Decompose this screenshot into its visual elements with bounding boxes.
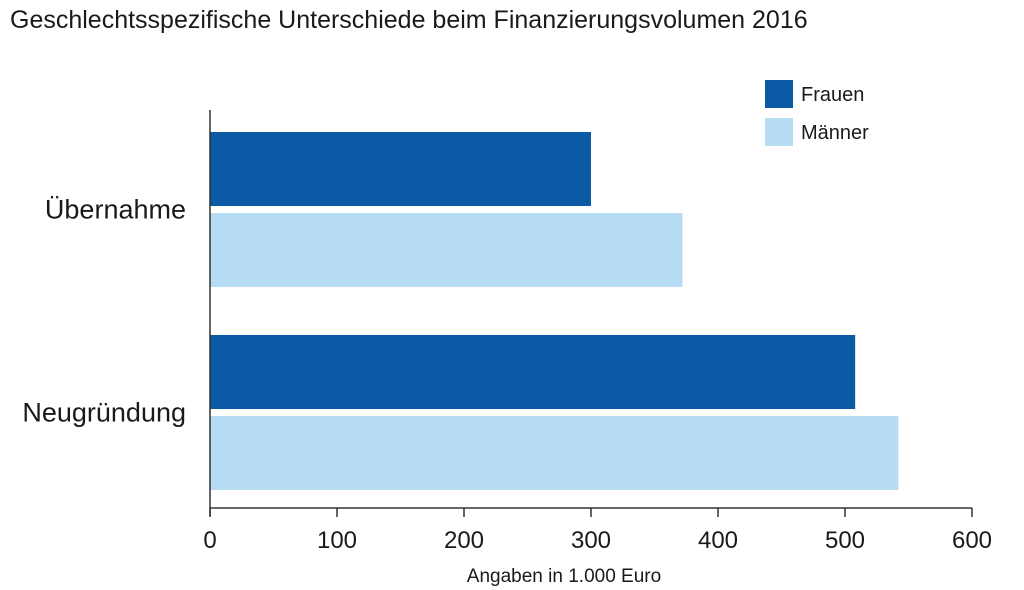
x-tick-label: 100	[317, 527, 357, 554]
chart-title: Geschlechtsspezifische Unterschiede beim…	[10, 6, 808, 34]
x-tick-label: 500	[825, 527, 865, 554]
legend-label-1: Männer	[801, 122, 869, 144]
legend-swatch-0	[765, 80, 793, 108]
x-tick-label: 400	[698, 527, 738, 554]
bar-m-nner-1	[210, 416, 899, 490]
x-tick-label: 0	[203, 527, 216, 554]
x-tick-label: 300	[571, 527, 611, 554]
category-label: Übernahme	[45, 195, 186, 225]
x-tick-label: 200	[444, 527, 484, 554]
bar-frauen-0	[210, 132, 591, 206]
bar-frauen-1	[210, 335, 856, 409]
legend-swatch-1	[765, 118, 793, 146]
x-tick-label: 600	[952, 527, 992, 554]
x-axis-title: Angaben in 1.000 Euro	[467, 566, 661, 587]
category-label: Neugründung	[22, 398, 186, 428]
bar-m-nner-0	[210, 213, 683, 287]
legend-label-0: Frauen	[801, 84, 864, 106]
